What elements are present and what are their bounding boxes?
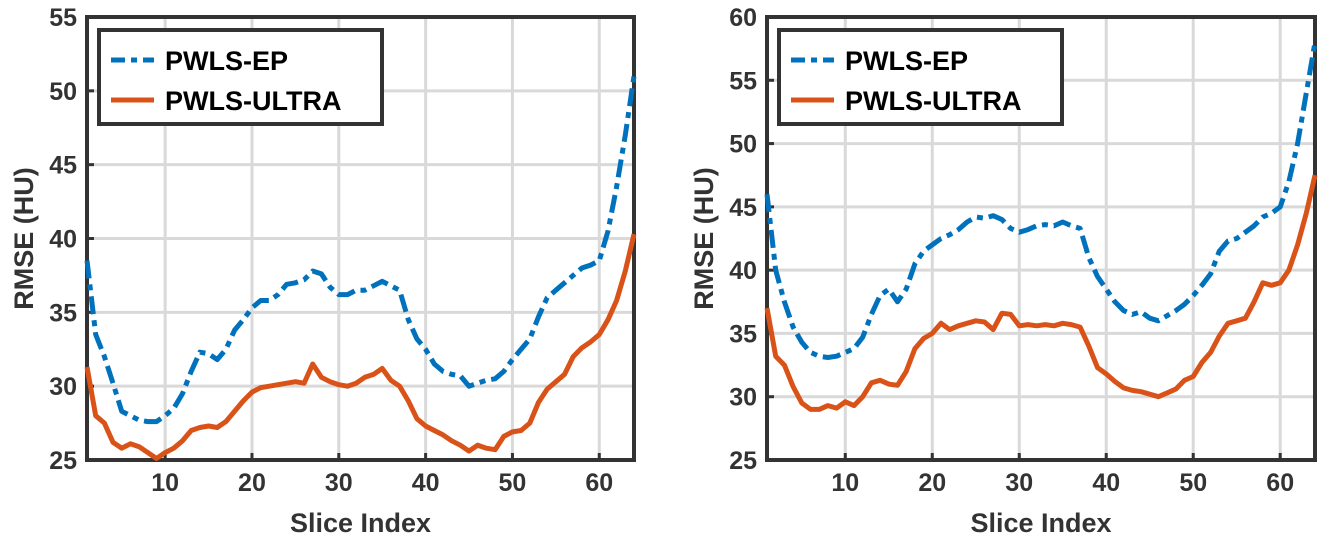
y-tick-label-right: 60 xyxy=(729,4,757,32)
y-tick-label-left: 35 xyxy=(49,299,77,327)
y-tick-label-left: 55 xyxy=(49,4,77,32)
legend-label-pwls-ep-right: PWLS-EP xyxy=(845,46,968,76)
x-tick-label-right: 20 xyxy=(918,469,946,497)
y-tick-labels-right: 25 30 35 40 45 50 55 60 xyxy=(729,4,774,475)
legend-left: PWLS-EP PWLS-ULTRA xyxy=(97,28,384,126)
series-lines-left xyxy=(84,75,637,461)
legend-right: PWLS-EP PWLS-ULTRA xyxy=(777,28,1064,126)
x-tick-label-right: 60 xyxy=(1266,469,1294,497)
legend-box-right xyxy=(777,28,1064,126)
x-tick-label-right: 10 xyxy=(831,469,859,497)
series-lines-right xyxy=(764,41,1318,412)
y-tick-label-left: 25 xyxy=(49,447,77,475)
y-tick-label-left: 50 xyxy=(49,78,77,106)
y-tick-labels-left: 25 30 35 40 45 50 55 xyxy=(49,4,94,475)
y-tick-label-right: 40 xyxy=(729,257,757,285)
y-tick-label-right: 25 xyxy=(729,447,757,475)
y-axis-label-right: RMSE (HU) xyxy=(689,167,719,310)
x-tick-labels-right: 10 20 30 40 50 60 xyxy=(831,453,1294,497)
x-tick-label-left: 50 xyxy=(499,469,527,497)
x-tick-label-left: 60 xyxy=(585,469,613,497)
legend-label-pwls-ultra-right: PWLS-ULTRA xyxy=(845,86,1021,116)
legend-label-pwls-ultra-left: PWLS-ULTRA xyxy=(165,86,341,116)
y-tick-label-right: 55 xyxy=(729,67,757,95)
series-line-pwls-ep-right xyxy=(764,41,1318,360)
y-tick-label-left: 45 xyxy=(49,152,77,180)
y-tick-label-left: 40 xyxy=(49,226,77,254)
x-tick-label-left: 40 xyxy=(412,469,440,497)
x-tick-label-left: 20 xyxy=(238,469,266,497)
y-tick-label-left: 30 xyxy=(49,373,77,401)
y-tick-label-right: 30 xyxy=(729,384,757,412)
legend-box-left xyxy=(97,28,384,126)
y-tick-label-right: 35 xyxy=(729,320,757,348)
chart-panel-right: 10 20 30 40 50 60 25 30 35 40 45 50 55 60 Slice Inde… xyxy=(689,4,1318,538)
y-tick-label-right: 45 xyxy=(729,194,757,222)
y-axis-label-left: RMSE (HU) xyxy=(9,167,39,310)
x-tick-label-right: 40 xyxy=(1092,469,1120,497)
x-tick-label-right: 30 xyxy=(1005,469,1033,497)
series-line-pwls-ultra-left xyxy=(84,233,637,461)
series-line-pwls-ep-left xyxy=(84,75,637,425)
x-axis-label-right: Slice Index xyxy=(970,508,1111,538)
legend-label-pwls-ep-left: PWLS-EP xyxy=(165,46,288,76)
x-tick-label-left: 10 xyxy=(151,469,179,497)
x-axis-label-left: Slice Index xyxy=(290,508,431,538)
x-tick-label-left: 30 xyxy=(325,469,353,497)
series-line-pwls-ultra-right xyxy=(764,174,1318,412)
x-tick-labels-left: 10 20 30 40 50 60 xyxy=(151,453,613,497)
plot-frame-right xyxy=(765,15,1317,462)
x-tick-label-right: 50 xyxy=(1179,469,1207,497)
y-tick-label-right: 50 xyxy=(729,131,757,159)
